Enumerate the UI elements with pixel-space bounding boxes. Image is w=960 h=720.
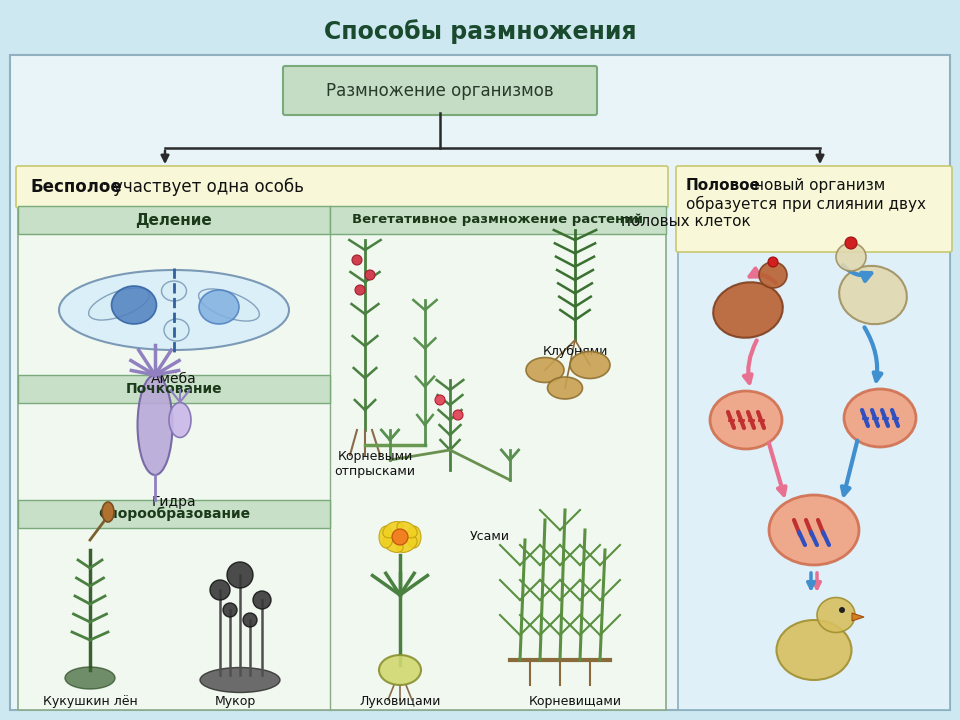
Circle shape — [243, 613, 257, 627]
Text: Половое: Половое — [686, 178, 761, 193]
Text: Спорообразование: Спорообразование — [98, 507, 250, 521]
FancyBboxPatch shape — [676, 166, 952, 252]
Text: Бесполое: Бесполое — [30, 178, 122, 196]
Ellipse shape — [379, 526, 393, 548]
Text: Гидра: Гидра — [152, 495, 196, 509]
Ellipse shape — [396, 521, 418, 538]
Ellipse shape — [199, 290, 239, 324]
Circle shape — [768, 257, 778, 267]
Ellipse shape — [379, 655, 421, 685]
Ellipse shape — [407, 526, 421, 548]
Bar — [18, 500, 330, 528]
FancyBboxPatch shape — [16, 166, 668, 208]
Ellipse shape — [839, 266, 907, 324]
Bar — [18, 375, 330, 403]
Circle shape — [210, 580, 230, 600]
Ellipse shape — [710, 391, 782, 449]
Ellipse shape — [396, 536, 418, 552]
Ellipse shape — [769, 495, 859, 565]
Circle shape — [392, 529, 408, 545]
Text: Амёба: Амёба — [151, 372, 197, 386]
Bar — [678, 206, 950, 710]
Ellipse shape — [844, 389, 916, 447]
Bar — [330, 206, 666, 234]
Text: образуется при слиянии двух: образуется при слиянии двух — [686, 196, 926, 212]
Circle shape — [253, 591, 271, 609]
Circle shape — [845, 237, 857, 249]
Ellipse shape — [817, 598, 855, 632]
Circle shape — [435, 395, 445, 405]
Ellipse shape — [547, 377, 583, 399]
Polygon shape — [852, 613, 864, 621]
Ellipse shape — [713, 282, 782, 338]
Text: Деление: Деление — [135, 212, 212, 228]
Circle shape — [352, 255, 362, 265]
Ellipse shape — [526, 358, 564, 382]
Circle shape — [355, 285, 365, 295]
Text: Мукор: Мукор — [214, 695, 255, 708]
Circle shape — [227, 562, 253, 588]
Ellipse shape — [169, 402, 191, 438]
Ellipse shape — [383, 536, 403, 552]
Text: Клубнями: Клубнями — [542, 345, 608, 358]
Ellipse shape — [777, 620, 852, 680]
Circle shape — [223, 603, 237, 617]
Text: Луковицами: Луковицами — [359, 695, 441, 708]
Text: : участвует одна особь: : участвует одна особь — [102, 178, 304, 196]
Ellipse shape — [65, 667, 115, 689]
Ellipse shape — [836, 243, 866, 271]
Ellipse shape — [137, 375, 173, 475]
Ellipse shape — [88, 288, 150, 320]
Bar — [18, 206, 330, 234]
Text: Кукушкин лён: Кукушкин лён — [42, 695, 137, 708]
Text: Корневыми
отпрысками: Корневыми отпрысками — [334, 450, 416, 478]
Ellipse shape — [59, 270, 289, 350]
Ellipse shape — [759, 262, 787, 288]
Text: Усами: Усами — [470, 530, 510, 543]
Ellipse shape — [164, 319, 189, 341]
Text: Вегетативное размножение растений: Вегетативное размножение растений — [352, 214, 643, 227]
FancyBboxPatch shape — [283, 66, 597, 115]
Text: Корневищами: Корневищами — [529, 695, 621, 708]
Circle shape — [453, 410, 463, 420]
Circle shape — [365, 270, 375, 280]
Ellipse shape — [200, 667, 280, 693]
Text: : новый организм: : новый организм — [744, 178, 885, 193]
Text: Почкование: Почкование — [126, 382, 223, 396]
Ellipse shape — [102, 502, 114, 522]
Ellipse shape — [111, 286, 156, 324]
Ellipse shape — [161, 281, 186, 301]
Text: Размножение организмов: Размножение организмов — [326, 81, 554, 99]
Text: половых клеток: половых клеток — [621, 214, 751, 229]
Bar — [18, 206, 666, 710]
Circle shape — [839, 607, 845, 613]
Text: Способы размножения: Способы размножения — [324, 19, 636, 45]
Ellipse shape — [570, 351, 610, 379]
Ellipse shape — [199, 289, 259, 321]
Ellipse shape — [383, 521, 403, 538]
